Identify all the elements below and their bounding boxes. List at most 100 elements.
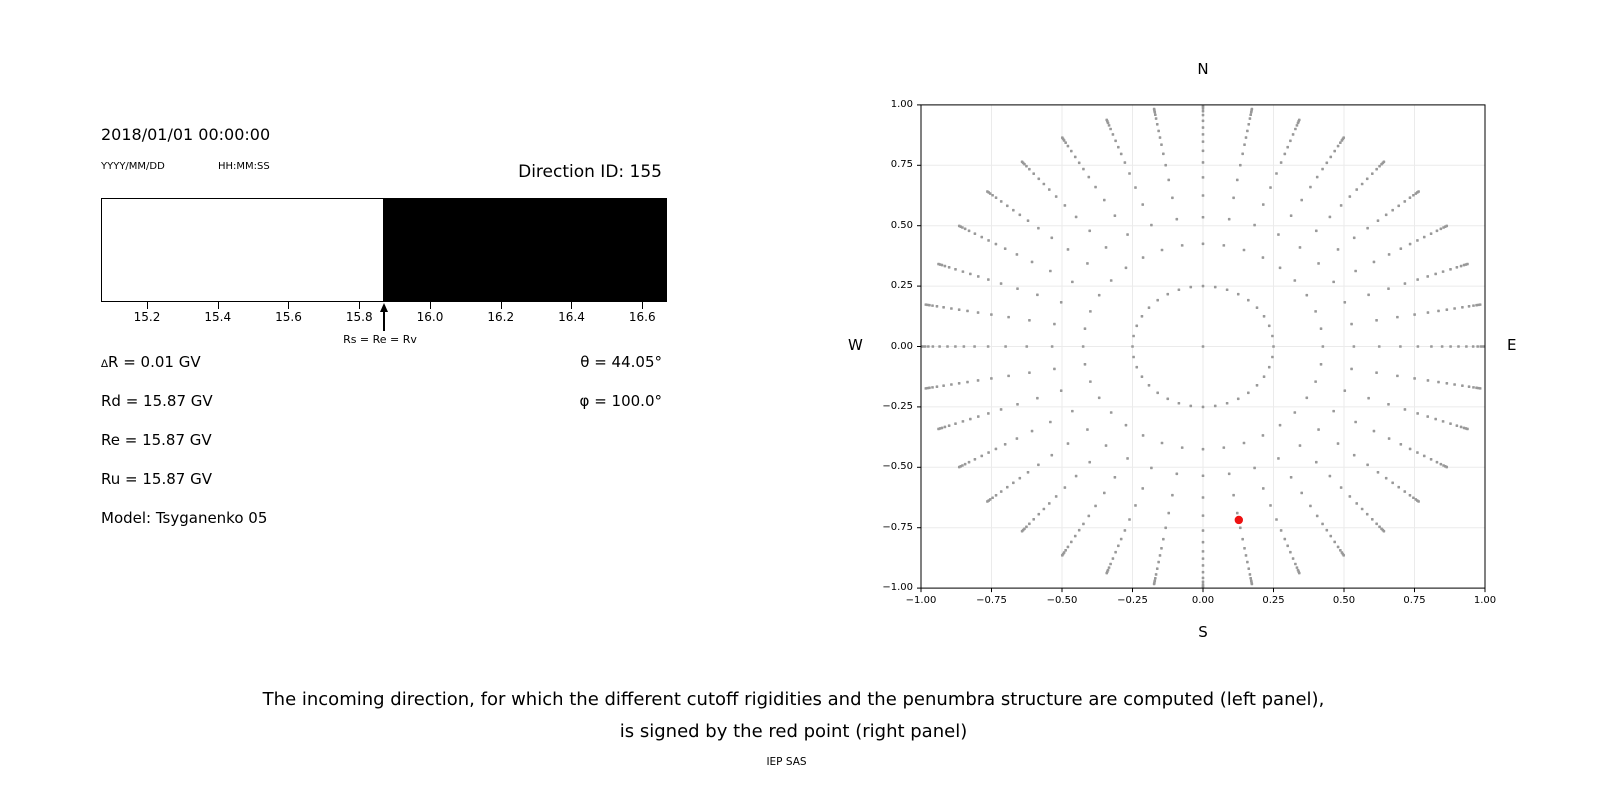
direction-dot [1239, 163, 1242, 167]
direction-dot [1113, 475, 1117, 479]
direction-dot [1329, 155, 1333, 159]
direction-dot [1319, 363, 1323, 366]
direction-dot [1426, 379, 1430, 382]
direction-dot [1201, 119, 1205, 123]
direction-dot [980, 235, 984, 239]
direction-dot [969, 417, 972, 421]
direction-dot [1064, 141, 1067, 145]
direction-dot [1403, 282, 1407, 285]
direction-dot [1267, 365, 1271, 369]
direction-dot [1430, 345, 1433, 348]
direction-dot [924, 387, 928, 390]
direction-dot [1007, 315, 1010, 319]
direction-dot [1375, 167, 1378, 171]
direction-dot [1147, 306, 1151, 309]
direction-dot [1416, 239, 1419, 242]
direction-dot [1201, 149, 1205, 153]
direction-dot [1325, 161, 1329, 165]
direction-dot [1050, 453, 1054, 457]
direction-dot [1261, 256, 1265, 259]
direction-dot [1396, 315, 1399, 319]
direction-dot [1064, 548, 1067, 552]
cutoff-arrow-line [383, 311, 385, 331]
direction-dot [976, 379, 980, 382]
direction-dot [1020, 529, 1024, 533]
direction-dot [1053, 367, 1056, 371]
direction-dot [1050, 236, 1054, 240]
direction-dot [1465, 345, 1468, 348]
direction-dot [1372, 260, 1376, 264]
compass-east-label: E [1507, 336, 1517, 354]
direction-dot [1413, 377, 1416, 380]
direction-dot [950, 307, 953, 310]
cutoff-arrow-label: Rs = Re = Rv [343, 333, 417, 346]
direction-dot [1416, 412, 1419, 415]
direction-dot [973, 458, 977, 461]
direction-dot [1397, 485, 1401, 489]
direction-dot [937, 262, 940, 266]
direction-dot [1360, 507, 1364, 511]
direction-dot [1235, 178, 1239, 182]
penumbra-axis-tick-label: 16.4 [558, 310, 585, 324]
direction-dot [1399, 345, 1402, 348]
penumbra-axis-tick-label: 15.8 [345, 310, 373, 324]
direction-dot [973, 345, 976, 348]
direction-dot [1074, 474, 1078, 478]
direction-dot [999, 200, 1003, 203]
direction-dot [1295, 566, 1299, 569]
re-value: Re = 15.87 GV [101, 431, 212, 449]
direction-dot [1171, 493, 1174, 497]
direction-dot [1154, 113, 1157, 117]
penumbra-axis-tick [146, 302, 148, 309]
direction-dot [1343, 389, 1347, 393]
direction-dot [1455, 266, 1459, 269]
direction-dot [1123, 529, 1127, 532]
direction-dot [1160, 546, 1163, 550]
penumbra-axis-tick [288, 302, 290, 309]
direction-dot [938, 345, 941, 348]
direction-dot [1248, 117, 1252, 120]
direction-dot [1355, 188, 1359, 191]
direction-dot [967, 460, 971, 464]
direction-dot [1314, 229, 1318, 233]
direction-dot [935, 305, 939, 308]
direction-dot [1070, 540, 1073, 544]
direction-dot [1007, 374, 1010, 378]
direction-dot [1479, 345, 1483, 348]
direction-dot [1082, 522, 1085, 526]
direction-dot [1132, 334, 1135, 338]
direction-dot [1249, 113, 1252, 117]
y-axis-tick-label: 0.75 [890, 159, 913, 171]
direction-dot [1295, 124, 1299, 127]
direction-dot [1339, 204, 1343, 207]
direction-dot [1222, 244, 1226, 247]
direction-dot [1004, 345, 1007, 348]
direction-dot [1275, 518, 1278, 521]
direction-dot [1236, 397, 1240, 401]
direction-dot [1339, 548, 1342, 552]
direction-dot [1289, 139, 1292, 143]
direction-dot [1015, 253, 1019, 256]
direction-dot [1459, 264, 1463, 268]
direction-dot [1375, 522, 1378, 526]
date-format-label: YYYY/MM/DD [101, 161, 165, 172]
direction-dot [1077, 528, 1081, 532]
direction-dot [1261, 434, 1265, 437]
direction-dot [1089, 380, 1092, 383]
direction-dot [1012, 208, 1015, 212]
direction-dot [1036, 293, 1039, 297]
direction-dot [1154, 576, 1157, 580]
direction-dot [1124, 423, 1128, 427]
direction-dot [1047, 188, 1051, 191]
direction-dot [1089, 310, 1092, 313]
direction-dot [1289, 550, 1292, 554]
direction-dot [1150, 466, 1153, 470]
direction-dot [1086, 262, 1089, 265]
direction-dot [1449, 422, 1452, 425]
direction-dot [1243, 546, 1246, 550]
direction-dot [1160, 248, 1164, 252]
direction-dot [1155, 122, 1159, 126]
red-direction-point [1234, 515, 1244, 525]
direction-dot [1201, 529, 1205, 532]
